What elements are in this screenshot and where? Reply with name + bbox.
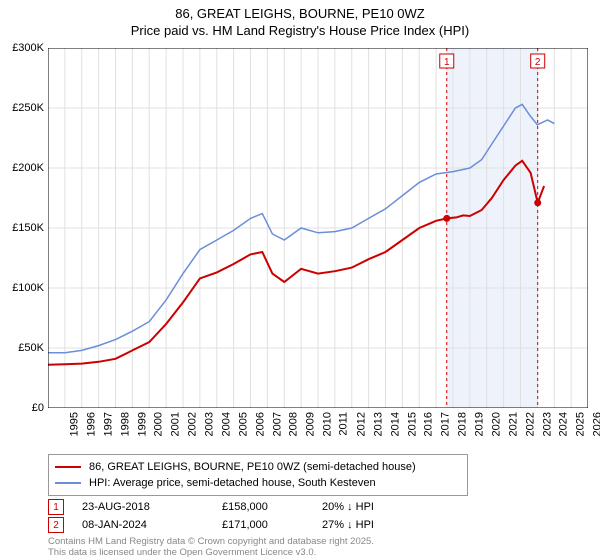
x-tick-label: 2016 (423, 412, 435, 436)
footer-line-1: Contains HM Land Registry data © Crown c… (48, 536, 374, 547)
x-tick-label: 2007 (271, 412, 283, 436)
x-tick-label: 2026 (592, 412, 600, 436)
y-tick-label: £250K (0, 102, 44, 114)
legend-item: HPI: Average price, semi-detached house,… (55, 475, 461, 491)
x-tick-label: 1999 (136, 412, 148, 436)
x-tick-label: 2018 (457, 412, 469, 436)
x-tick-label: 2024 (558, 412, 570, 436)
x-tick-label: 2004 (220, 412, 232, 436)
chart-svg: 12 (48, 48, 588, 408)
x-tick-label: 2023 (541, 412, 553, 436)
sale-marker-icon: 2 (48, 517, 64, 533)
sale-delta: 27% ↓ HPI (322, 519, 442, 531)
title-line-1: 86, GREAT LEIGHS, BOURNE, PE10 0WZ (175, 6, 424, 21)
x-tick-label: 2005 (237, 412, 249, 436)
chart-title: 86, GREAT LEIGHS, BOURNE, PE10 0WZ Price… (0, 0, 600, 40)
x-tick-label: 2012 (355, 412, 367, 436)
x-tick-label: 2003 (203, 412, 215, 436)
sale-date: 08-JAN-2024 (82, 519, 222, 531)
sales-table: 1 23-AUG-2018 £158,000 20% ↓ HPI 2 08-JA… (48, 498, 442, 534)
sale-price: £158,000 (222, 501, 322, 513)
sale-date: 23-AUG-2018 (82, 501, 222, 513)
svg-text:2: 2 (535, 57, 541, 68)
x-tick-label: 2006 (254, 412, 266, 436)
x-tick-label: 2017 (440, 412, 452, 436)
svg-text:1: 1 (444, 57, 450, 68)
y-tick-label: £300K (0, 42, 44, 54)
x-tick-label: 1998 (119, 412, 131, 436)
x-tick-label: 2009 (305, 412, 317, 436)
y-tick-label: £0 (0, 402, 44, 414)
x-tick-label: 2014 (389, 412, 401, 436)
y-tick-label: £100K (0, 282, 44, 294)
x-tick-label: 2008 (288, 412, 300, 436)
x-tick-label: 2025 (575, 412, 587, 436)
x-tick-label: 2021 (507, 412, 519, 436)
x-tick-label: 1996 (85, 412, 97, 436)
x-tick-label: 2015 (406, 412, 418, 436)
x-tick-label: 1997 (102, 412, 114, 436)
x-tick-label: 2010 (322, 412, 334, 436)
x-tick-label: 2002 (187, 412, 199, 436)
y-tick-label: £150K (0, 222, 44, 234)
legend-item: 86, GREAT LEIGHS, BOURNE, PE10 0WZ (semi… (55, 459, 461, 475)
x-tick-label: 2013 (372, 412, 384, 436)
x-tick-label: 2000 (153, 412, 165, 436)
x-tick-label: 2011 (338, 412, 350, 436)
legend: 86, GREAT LEIGHS, BOURNE, PE10 0WZ (semi… (48, 454, 468, 496)
legend-label: HPI: Average price, semi-detached house,… (89, 477, 376, 489)
y-tick-label: £200K (0, 162, 44, 174)
legend-swatch (55, 482, 81, 484)
x-tick-label: 2001 (170, 412, 182, 436)
x-tick-label: 2022 (524, 412, 536, 436)
legend-label: 86, GREAT LEIGHS, BOURNE, PE10 0WZ (semi… (89, 461, 416, 473)
footer-text: Contains HM Land Registry data © Crown c… (48, 536, 374, 559)
x-tick-label: 2020 (490, 412, 502, 436)
x-tick-label: 1995 (68, 412, 80, 436)
sale-delta: 20% ↓ HPI (322, 501, 442, 513)
legend-swatch (55, 466, 81, 468)
footer-line-2: This data is licensed under the Open Gov… (48, 547, 316, 558)
x-tick-label: 2019 (473, 412, 485, 436)
chart-container: 86, GREAT LEIGHS, BOURNE, PE10 0WZ Price… (0, 0, 600, 560)
sale-row: 1 23-AUG-2018 £158,000 20% ↓ HPI (48, 498, 442, 516)
sale-price: £171,000 (222, 519, 322, 531)
y-tick-label: £50K (0, 342, 44, 354)
sale-row: 2 08-JAN-2024 £171,000 27% ↓ HPI (48, 516, 442, 534)
title-line-2: Price paid vs. HM Land Registry's House … (131, 23, 469, 38)
sale-marker-icon: 1 (48, 499, 64, 515)
